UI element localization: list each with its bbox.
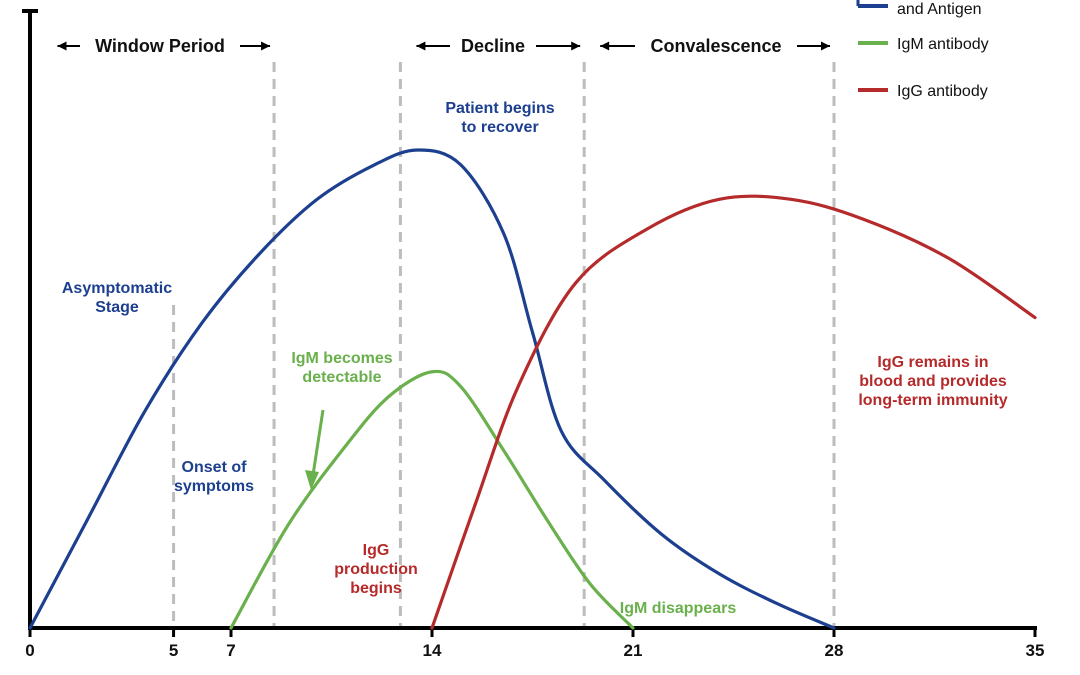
annotation-igm-detect: IgM becomes detectable — [291, 350, 392, 386]
legend-label: IgG antibody — [897, 83, 988, 100]
igg-curve — [430, 194, 1037, 630]
phase-arrow-right-head — [571, 41, 581, 51]
x-tick-label: 5 — [169, 641, 178, 660]
phase-arrow-left-head — [57, 41, 67, 51]
phase-arrow-left-head — [416, 41, 426, 51]
phase-arrow-right-head — [261, 41, 271, 51]
phase-label: Window Period — [95, 36, 225, 56]
igm-pointer-arrow-head — [305, 470, 319, 490]
igm-curve — [229, 369, 635, 630]
phase-arrow-left-head — [600, 41, 610, 51]
x-tick-label: 0 — [25, 641, 34, 660]
x-tick-label: 14 — [423, 641, 442, 660]
annotation-recover: Patient begins to recover — [445, 100, 554, 136]
x-tick-label: 7 — [226, 641, 235, 660]
x-tick-label: 28 — [825, 641, 844, 660]
legend-label: IgM antibody — [897, 36, 989, 53]
x-tick-label: 35 — [1026, 641, 1045, 660]
annotation-asymptomatic: Asymptomatic Stage — [62, 280, 172, 316]
annotation-igm-disappears: IgM disappears — [620, 600, 737, 617]
antigen-curve — [28, 148, 836, 630]
legend-label: and Antigen — [897, 1, 982, 18]
annotation-igg-remains: IgG remains in blood and provides long-ter… — [858, 354, 1007, 409]
phase-label: Convalescence — [650, 36, 781, 56]
igm-pointer-arrow — [311, 409, 325, 476]
x-tick-label: 21 — [624, 641, 643, 660]
phase-label: Decline — [461, 36, 525, 56]
annotation-igg-begins: IgG production begins — [334, 542, 418, 597]
annotation-onset: Onset of symptoms — [174, 459, 254, 495]
phase-arrow-right-head — [821, 41, 830, 51]
